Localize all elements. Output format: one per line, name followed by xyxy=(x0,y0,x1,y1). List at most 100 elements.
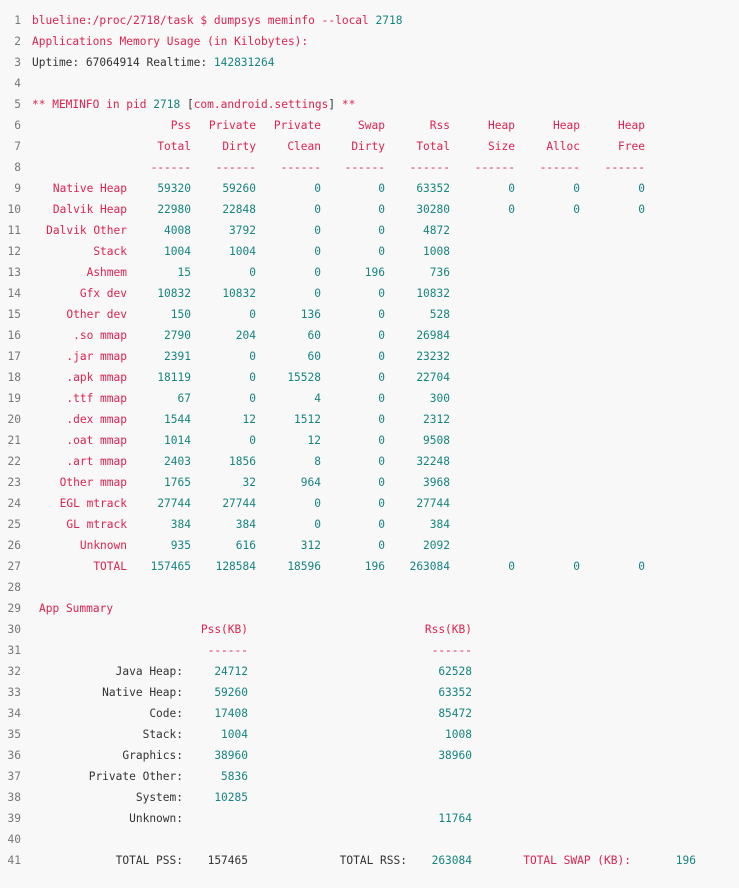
table-cell: 8 xyxy=(314,455,321,468)
line-number: 19 xyxy=(7,392,21,405)
table-cell: 0 xyxy=(573,182,580,195)
column-header: Dirty xyxy=(351,140,385,153)
line-number: 39 xyxy=(7,812,21,825)
table-cell: 63352 xyxy=(416,182,450,195)
table-cell: 0 xyxy=(378,224,385,237)
code-line: 37 Private Other: 5836 xyxy=(0,766,739,787)
row-label: Other dev xyxy=(66,308,127,321)
table-cell: 0 xyxy=(378,329,385,342)
code-line: 14 Gfx dev 10832 10832 0 0 10832 xyxy=(0,283,739,304)
summary-pss: 59260 xyxy=(214,686,248,699)
table-cell: 0 xyxy=(314,266,321,279)
row-label: Dalvik Other xyxy=(46,224,127,237)
line-number: 10 xyxy=(7,203,21,216)
table-cell: 9508 xyxy=(423,434,450,447)
table-cell: 67 xyxy=(177,392,191,405)
column-header: ------ xyxy=(474,161,515,174)
code-line: 32 Java Heap: 24712 62528 xyxy=(0,661,739,682)
table-cell: 15528 xyxy=(287,371,321,384)
table-cell: 384 xyxy=(170,518,191,531)
line-number: 28 xyxy=(7,581,21,594)
summary-pss: 38960 xyxy=(214,749,248,762)
code-line: 1 blueline:/proc/2718/task $ dumpsys memi… xyxy=(0,10,739,31)
line-number: 17 xyxy=(7,350,21,363)
line-number: 34 xyxy=(7,707,21,720)
keyword-token: blueline:/proc/2718/task $ dumpsys memin… xyxy=(32,14,376,27)
row-label: .so mmap xyxy=(73,329,127,342)
code-line: 12 Stack 1004 1004 0 0 1008 xyxy=(0,241,739,262)
table-cell: 2403 xyxy=(164,455,191,468)
table-cell: 4008 xyxy=(164,224,191,237)
text-token: [ xyxy=(180,98,194,111)
summary-label: Stack: xyxy=(142,728,183,741)
column-header: Size xyxy=(488,140,515,153)
table-cell: 384 xyxy=(429,518,450,531)
table-cell: 4 xyxy=(314,392,321,405)
table-cell: 1004 xyxy=(164,245,191,258)
number-token: 2718 xyxy=(153,98,181,111)
table-cell: 0 xyxy=(314,224,321,237)
table-cell: 528 xyxy=(429,308,450,321)
table-cell: 1014 xyxy=(164,434,191,447)
code-line: 39 Unknown: 11764 xyxy=(0,808,739,829)
code-line: 20 .dex mmap 1544 12 1512 0 2312 xyxy=(0,409,739,430)
code-line: 33 Native Heap: 59260 63352 xyxy=(0,682,739,703)
column-header: Clean xyxy=(287,140,321,153)
table-cell: 736 xyxy=(429,266,450,279)
table-cell: 0 xyxy=(378,203,385,216)
table-cell: 59320 xyxy=(157,182,191,195)
summary-label: Graphics: xyxy=(122,749,183,762)
row-label: TOTAL xyxy=(93,560,127,573)
table-cell: 0 xyxy=(378,413,385,426)
pss-header: Pss(KB) xyxy=(200,623,248,636)
summary-rss: 11764 xyxy=(438,812,472,825)
summary-label: Unknown: xyxy=(129,812,183,825)
total-pss-value: 157465 xyxy=(207,854,248,867)
table-cell: 18119 xyxy=(157,371,191,384)
column-header: ------ xyxy=(280,161,321,174)
table-cell: 935 xyxy=(170,539,191,552)
code-line: 19 .ttf mmap 67 0 4 0 300 xyxy=(0,388,739,409)
table-cell: 0 xyxy=(378,350,385,363)
code-line: 36 Graphics: 38960 38960 xyxy=(0,745,739,766)
line-number: 5 xyxy=(14,98,21,111)
table-cell: 10832 xyxy=(157,287,191,300)
separator: ------ xyxy=(207,644,248,657)
column-header: Dirty xyxy=(222,140,256,153)
table-cell: 1856 xyxy=(229,455,256,468)
line-number: 7 xyxy=(14,140,21,153)
code-line: 15 Other dev 150 0 136 0 528 xyxy=(0,304,739,325)
text-token: Uptime: 67064914 Realtime: xyxy=(32,56,214,69)
row-label: .oat mmap xyxy=(66,434,127,447)
code-line: 25 GL mtrack 384 384 0 0 384 xyxy=(0,514,739,535)
table-cell: 263084 xyxy=(409,560,450,573)
column-header: Alloc xyxy=(546,140,580,153)
row-label: .art mmap xyxy=(66,455,127,468)
table-cell: 0 xyxy=(508,560,515,573)
table-cell: 0 xyxy=(378,245,385,258)
line-number: 23 xyxy=(7,476,21,489)
column-header: Private xyxy=(273,119,321,132)
table-cell: 23232 xyxy=(416,350,450,363)
line-number: 27 xyxy=(7,560,21,573)
line-number: 6 xyxy=(14,119,21,132)
summary-label: Java Heap: xyxy=(115,665,183,678)
table-cell: 59260 xyxy=(222,182,256,195)
table-cell: 312 xyxy=(300,539,321,552)
code-line: 18 .apk mmap 18119 0 15528 0 22704 xyxy=(0,367,739,388)
line-number: 20 xyxy=(7,413,21,426)
total-rss-value: 263084 xyxy=(431,854,472,867)
table-cell: 0 xyxy=(249,350,256,363)
table-cell: 196 xyxy=(364,266,385,279)
line-number: 9 xyxy=(14,182,21,195)
column-header: Rss xyxy=(429,119,450,132)
table-cell: 3792 xyxy=(229,224,256,237)
table-cell: 27744 xyxy=(416,497,450,510)
table-cell: 0 xyxy=(638,203,645,216)
table-cell: 0 xyxy=(378,539,385,552)
line-number: 37 xyxy=(7,770,21,783)
total-rss-label: TOTAL RSS: xyxy=(339,854,407,867)
summary-rss: 85472 xyxy=(438,707,472,720)
line-number: 14 xyxy=(7,287,21,300)
code-line: 5 ** MEMINFO in pid 2718 [com.android.set… xyxy=(0,94,739,115)
